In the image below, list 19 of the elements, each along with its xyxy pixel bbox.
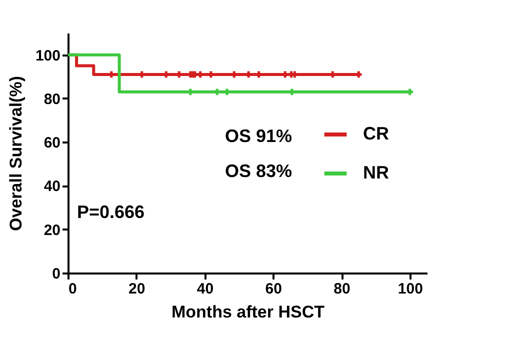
legend-label: CR bbox=[363, 124, 389, 144]
x-tick-label: 20 bbox=[128, 280, 146, 298]
y-axis-title: Overall Survival(%) bbox=[6, 76, 26, 231]
x-axis-title: Months after HSCT bbox=[172, 302, 326, 322]
y-tick-label: 20 bbox=[44, 222, 60, 239]
y-tick-label: 80 bbox=[44, 90, 60, 108]
annotation: OS 83% bbox=[224, 161, 292, 181]
annotation: P=0.666 bbox=[77, 202, 145, 222]
annotation: OS 91% bbox=[224, 126, 292, 146]
x-tick-label: 40 bbox=[196, 280, 214, 298]
x-tick-label: 60 bbox=[265, 280, 282, 298]
y-tick-label: 0 bbox=[52, 266, 60, 282]
x-tick-label: 0 bbox=[68, 280, 77, 298]
y-tick-label: 60 bbox=[44, 134, 60, 152]
x-tick-label: 80 bbox=[334, 280, 350, 298]
legend-label: NR bbox=[363, 162, 389, 182]
x-tick-label: 100 bbox=[398, 280, 423, 298]
y-tick-label: 100 bbox=[35, 47, 60, 64]
y-tick-label: 40 bbox=[44, 178, 60, 196]
